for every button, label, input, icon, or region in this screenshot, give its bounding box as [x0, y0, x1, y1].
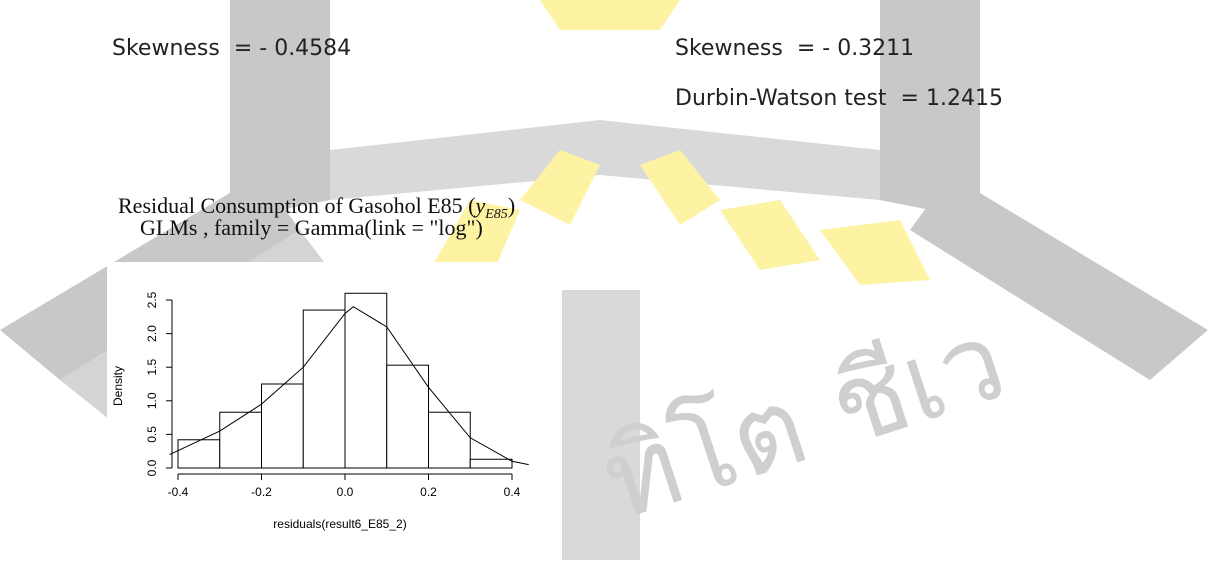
watermark-ray — [640, 150, 720, 225]
bar — [261, 383, 304, 469]
x-tick-label: 0.4 — [504, 485, 521, 499]
figure-caption: Residual Consumption of Gasohol E85 (yE8… — [118, 193, 515, 222]
watermark-ray — [520, 150, 600, 225]
x-tick-label: 0.0 — [337, 485, 354, 499]
stat-text: Skewness = - 0.4584 — [112, 36, 351, 61]
y-tick-label: 2.0 — [145, 325, 159, 342]
bar — [302, 309, 346, 469]
histogram-chart: 0.0 0.5 1.0 1.5 2.0 2.5 -0.4 -0.2 0.0 0.2 0.4 Densi… — [111, 291, 529, 531]
watermark-ray — [540, 0, 680, 30]
y-tick-label: 2.5 — [145, 291, 159, 308]
bar — [469, 458, 513, 469]
caption-var: y — [473, 193, 485, 218]
watermark-stem — [560, 290, 640, 560]
watermark-ray — [720, 200, 820, 270]
bar — [386, 364, 429, 469]
caption-text: ) — [508, 193, 515, 218]
y-tick-label: 1.5 — [145, 359, 159, 376]
watermark-ray — [820, 220, 930, 285]
y-axis-label: Density — [111, 366, 125, 406]
watermark-arch — [330, 120, 880, 200]
x-tick-label: -0.2 — [251, 485, 272, 499]
bar — [219, 411, 262, 469]
stat-text: Skewness = - 0.3211 — [675, 36, 914, 61]
bar — [428, 411, 471, 469]
watermark-pillar — [230, 0, 330, 220]
y-tick-label: 0.0 — [145, 459, 159, 476]
figure-caption: GLMs , family = Gamma(link = "log") — [140, 215, 483, 240]
x-tick-label: 0.2 — [420, 485, 437, 499]
density-curve — [169, 306, 529, 466]
watermark-text: ทิโต ชีเว — [588, 296, 1019, 545]
stat-text: Durbin-Watson test = 1.2415 — [675, 86, 1003, 111]
watermark-ray — [430, 200, 520, 280]
watermark-pillar — [880, 0, 980, 220]
bar — [344, 292, 388, 469]
x-tick-label: -0.4 — [168, 485, 189, 499]
caption-sub: E85 — [484, 207, 508, 222]
caption-text: Residual Consumption of Gasohol E85 ( — [118, 193, 475, 218]
x-axis-label: residuals(result6_E85_2) — [273, 517, 406, 531]
y-tick-label: 0.5 — [145, 426, 159, 443]
y-tick-label: 1.0 — [145, 392, 159, 409]
watermark-band — [910, 175, 1208, 380]
bar — [177, 439, 221, 469]
